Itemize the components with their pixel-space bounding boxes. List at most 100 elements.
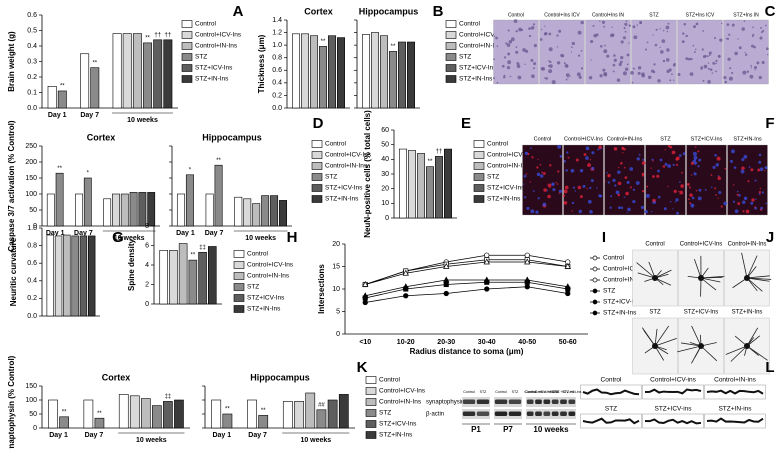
legend-label: STZ+ICV-Ins	[247, 295, 285, 302]
cell	[612, 63, 616, 67]
cell	[641, 73, 645, 78]
blot-strip	[462, 397, 490, 407]
cell	[542, 202, 547, 207]
legend-label: STZ+ICV-Ins	[459, 65, 497, 72]
legend-swatch	[233, 250, 245, 258]
cell	[742, 70, 747, 75]
cell	[569, 75, 571, 78]
cell	[760, 26, 762, 29]
significance-mark: ††	[154, 32, 161, 38]
y-tick-label: 15	[332, 263, 340, 270]
cell	[694, 146, 697, 148]
cell	[707, 80, 711, 84]
cell	[503, 56, 507, 59]
cell	[758, 160, 762, 164]
dendrite	[641, 327, 656, 347]
cell	[561, 54, 565, 58]
image-label: Control	[645, 242, 664, 248]
legend-swatch	[311, 173, 323, 181]
cell	[734, 51, 738, 56]
legend-label: Control+ICV-Ins	[325, 152, 372, 159]
cell	[606, 172, 608, 174]
subplot-title: Cortex	[87, 132, 116, 142]
cell	[503, 74, 506, 77]
cell	[493, 58, 495, 61]
cell	[580, 67, 584, 70]
cell	[709, 68, 713, 71]
bar	[55, 172, 64, 227]
cell	[651, 158, 654, 161]
cell	[536, 166, 539, 169]
bar	[112, 33, 122, 109]
cell	[541, 67, 546, 71]
cell	[714, 187, 717, 190]
cell	[698, 188, 702, 192]
bar	[63, 234, 71, 317]
micrograph	[604, 144, 645, 216]
band	[494, 411, 508, 416]
cell	[530, 147, 532, 150]
cell	[682, 152, 686, 156]
cell	[641, 161, 646, 165]
legend-swatch	[365, 398, 377, 406]
cell	[695, 22, 699, 26]
cell	[617, 166, 620, 169]
image-label: STZ+ICV-Ins	[684, 310, 719, 316]
bar	[407, 41, 415, 109]
cell	[535, 210, 539, 214]
cell	[704, 54, 707, 58]
cell	[753, 45, 756, 49]
cell	[720, 205, 723, 208]
cell	[548, 32, 552, 36]
y-tick-label: 250	[25, 143, 37, 150]
band	[462, 411, 476, 416]
group-label: Day 1	[46, 230, 65, 237]
cell	[625, 191, 629, 196]
cell	[743, 154, 748, 159]
y-tick-label: 0	[385, 215, 389, 222]
legend-label: STZ+IN-Ins	[195, 76, 229, 83]
significance-mark: **	[321, 39, 326, 45]
legend-swatch	[445, 64, 457, 72]
cell	[654, 43, 658, 47]
image-label: Control+IN-Ins	[728, 242, 767, 248]
bar	[380, 35, 388, 109]
cell	[666, 48, 670, 52]
cell	[681, 171, 683, 174]
legend-label: STZ+ICV-Ins	[325, 185, 363, 192]
bar	[222, 413, 233, 429]
cell	[765, 202, 767, 205]
panel-letter: A	[233, 3, 244, 20]
cell	[565, 169, 568, 172]
y-tick-label: 10	[332, 286, 340, 293]
cell	[579, 195, 583, 199]
cell	[619, 60, 623, 64]
cell	[630, 71, 634, 75]
cell	[741, 27, 745, 31]
legend-swatch	[592, 288, 598, 294]
cell	[579, 168, 584, 173]
cell	[507, 29, 510, 32]
cell	[563, 189, 568, 194]
y-axis-label: NeuN-positive cells (% total cells)	[363, 110, 372, 238]
cell	[543, 32, 547, 36]
significance-mark: ††	[436, 149, 443, 155]
cell	[728, 76, 733, 81]
bar	[122, 33, 132, 109]
group-label: Day 1	[212, 432, 231, 439]
legend-label: STZ+IN-Ins	[459, 76, 493, 83]
y-axis-label: Caspase 3/7 activation (% Control)	[7, 120, 16, 251]
y-tick-label: 1.0	[272, 42, 282, 49]
micrograph-border	[580, 413, 642, 429]
legend-swatch	[592, 255, 598, 261]
marker	[402, 283, 409, 290]
cell	[749, 74, 754, 79]
cell	[674, 201, 677, 203]
legend-label: Control	[487, 141, 509, 148]
bar	[282, 401, 293, 429]
cell	[677, 72, 681, 77]
bar	[178, 243, 188, 305]
y-tick-label: 10	[381, 200, 389, 207]
panel-letter: E	[461, 115, 471, 132]
cell	[695, 189, 698, 192]
